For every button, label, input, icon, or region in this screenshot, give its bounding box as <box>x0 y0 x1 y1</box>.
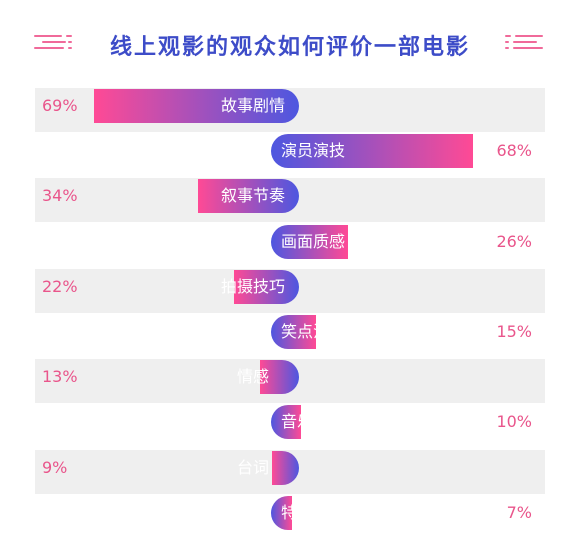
value-label: 22% <box>42 277 78 296</box>
bar <box>260 360 299 394</box>
chart-title: 线上观影的观众如何评价一部电影 <box>109 35 470 60</box>
category-label: 故事剧情 <box>220 96 285 115</box>
title-decoration-right <box>505 35 545 49</box>
bar <box>234 270 299 304</box>
value-label: 9% <box>42 458 68 477</box>
bar <box>271 134 473 168</box>
bar <box>271 315 316 349</box>
category-label: 特效 <box>281 503 314 522</box>
bar <box>271 225 348 259</box>
bar <box>271 496 292 530</box>
bar <box>272 451 299 485</box>
value-label: 68% <box>496 141 532 160</box>
category-label: 情感 <box>236 367 269 386</box>
value-label: 15% <box>496 322 532 341</box>
category-label: 演员演技 <box>281 141 346 160</box>
value-label: 34% <box>42 186 78 205</box>
title-row: 线上观影的观众如何评价一部电影 <box>0 0 580 85</box>
value-label: 10% <box>496 412 532 431</box>
bar <box>198 179 299 213</box>
category-label: 画面质感 <box>281 232 346 251</box>
bar <box>94 89 299 123</box>
category-label: 笑点泪点 <box>281 322 346 341</box>
title-decoration-left <box>34 35 74 49</box>
category-label: 音乐音效 <box>281 412 346 431</box>
category-label: 叙事节奏 <box>220 186 285 205</box>
bar <box>271 405 301 439</box>
category-label: 台词 <box>236 458 269 477</box>
value-label: 69% <box>42 96 78 115</box>
category-label: 拍摄技巧 <box>220 277 285 296</box>
value-label: 26% <box>496 232 532 251</box>
value-label: 13% <box>42 367 78 386</box>
value-label: 7% <box>506 503 532 522</box>
